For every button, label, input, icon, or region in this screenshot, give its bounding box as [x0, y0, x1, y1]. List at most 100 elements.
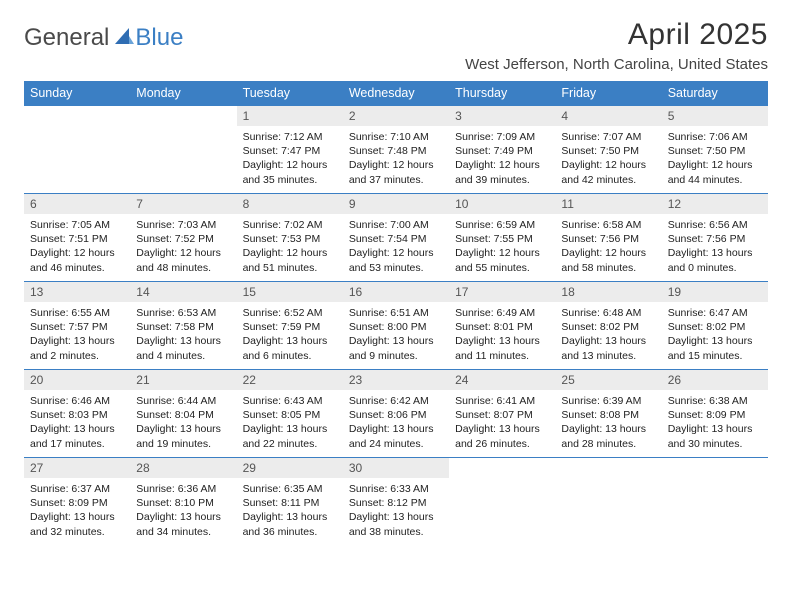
- calendar-body: 1Sunrise: 7:12 AMSunset: 7:47 PMDaylight…: [24, 106, 768, 546]
- sunset-text: Sunset: 7:49 PM: [455, 144, 549, 158]
- day-details: Sunrise: 6:42 AMSunset: 8:06 PMDaylight:…: [343, 390, 449, 457]
- sunrise-text: Sunrise: 6:43 AM: [243, 394, 337, 408]
- sunrise-text: Sunrise: 6:44 AM: [136, 394, 230, 408]
- daylight-text: Daylight: 13 hours and 6 minutes.: [243, 334, 337, 362]
- calendar-cell: 14Sunrise: 6:53 AMSunset: 7:58 PMDayligh…: [130, 282, 236, 370]
- day-details: Sunrise: 7:00 AMSunset: 7:54 PMDaylight:…: [343, 214, 449, 281]
- calendar-cell: 26Sunrise: 6:38 AMSunset: 8:09 PMDayligh…: [662, 370, 768, 458]
- daylight-text: Daylight: 13 hours and 13 minutes.: [561, 334, 655, 362]
- day-details: Sunrise: 6:51 AMSunset: 8:00 PMDaylight:…: [343, 302, 449, 369]
- day-number: 11: [555, 194, 661, 214]
- sunset-text: Sunset: 8:00 PM: [349, 320, 443, 334]
- logo-text-2: Blue: [135, 24, 183, 52]
- sunrise-text: Sunrise: 6:46 AM: [30, 394, 124, 408]
- sunset-text: Sunset: 7:50 PM: [668, 144, 762, 158]
- calendar-week-row: 27Sunrise: 6:37 AMSunset: 8:09 PMDayligh…: [24, 458, 768, 546]
- sunset-text: Sunset: 7:55 PM: [455, 232, 549, 246]
- sunset-text: Sunset: 7:47 PM: [243, 144, 337, 158]
- day-number: 12: [662, 194, 768, 214]
- day-number: 2: [343, 106, 449, 126]
- day-number: 25: [555, 370, 661, 390]
- sunrise-text: Sunrise: 6:38 AM: [668, 394, 762, 408]
- calendar-cell: [24, 106, 130, 194]
- day-number: 7: [130, 194, 236, 214]
- calendar-cell: 3Sunrise: 7:09 AMSunset: 7:49 PMDaylight…: [449, 106, 555, 194]
- sail-icon: [113, 26, 135, 51]
- day-number: 1: [237, 106, 343, 126]
- sunrise-text: Sunrise: 6:52 AM: [243, 306, 337, 320]
- daylight-text: Daylight: 12 hours and 37 minutes.: [349, 158, 443, 186]
- day-number: 27: [24, 458, 130, 478]
- calendar-cell: [555, 458, 661, 546]
- sunrise-text: Sunrise: 7:03 AM: [136, 218, 230, 232]
- daylight-text: Daylight: 12 hours and 53 minutes.: [349, 246, 443, 274]
- sunrise-text: Sunrise: 7:09 AM: [455, 130, 549, 144]
- day-details: Sunrise: 6:53 AMSunset: 7:58 PMDaylight:…: [130, 302, 236, 369]
- calendar-cell: 16Sunrise: 6:51 AMSunset: 8:00 PMDayligh…: [343, 282, 449, 370]
- sunset-text: Sunset: 8:09 PM: [668, 408, 762, 422]
- daylight-text: Daylight: 13 hours and 28 minutes.: [561, 422, 655, 450]
- daylight-text: Daylight: 13 hours and 22 minutes.: [243, 422, 337, 450]
- daylight-text: Daylight: 12 hours and 46 minutes.: [30, 246, 124, 274]
- calendar-cell: 15Sunrise: 6:52 AMSunset: 7:59 PMDayligh…: [237, 282, 343, 370]
- day-number: 18: [555, 282, 661, 302]
- calendar-week-row: 1Sunrise: 7:12 AMSunset: 7:47 PMDaylight…: [24, 106, 768, 194]
- calendar-week-row: 13Sunrise: 6:55 AMSunset: 7:57 PMDayligh…: [24, 282, 768, 370]
- sunset-text: Sunset: 7:54 PM: [349, 232, 443, 246]
- weekday-header: Wednesday: [343, 81, 449, 106]
- sunset-text: Sunset: 8:12 PM: [349, 496, 443, 510]
- sunset-text: Sunset: 7:50 PM: [561, 144, 655, 158]
- day-number: 10: [449, 194, 555, 214]
- sunrise-text: Sunrise: 6:58 AM: [561, 218, 655, 232]
- weekday-header: Friday: [555, 81, 661, 106]
- sunrise-text: Sunrise: 6:33 AM: [349, 482, 443, 496]
- sunset-text: Sunset: 8:02 PM: [668, 320, 762, 334]
- day-details: Sunrise: 6:52 AMSunset: 7:59 PMDaylight:…: [237, 302, 343, 369]
- day-details: Sunrise: 7:05 AMSunset: 7:51 PMDaylight:…: [24, 214, 130, 281]
- day-details: Sunrise: 7:09 AMSunset: 7:49 PMDaylight:…: [449, 126, 555, 193]
- daylight-text: Daylight: 12 hours and 51 minutes.: [243, 246, 337, 274]
- sunrise-text: Sunrise: 6:39 AM: [561, 394, 655, 408]
- calendar-cell: 22Sunrise: 6:43 AMSunset: 8:05 PMDayligh…: [237, 370, 343, 458]
- calendar-cell: 7Sunrise: 7:03 AMSunset: 7:52 PMDaylight…: [130, 194, 236, 282]
- calendar-table: Sunday Monday Tuesday Wednesday Thursday…: [24, 81, 768, 546]
- sunrise-text: Sunrise: 7:02 AM: [243, 218, 337, 232]
- weekday-header: Sunday: [24, 81, 130, 106]
- daylight-text: Daylight: 13 hours and 36 minutes.: [243, 510, 337, 538]
- month-title: April 2025: [465, 18, 768, 52]
- calendar-cell: 20Sunrise: 6:46 AMSunset: 8:03 PMDayligh…: [24, 370, 130, 458]
- day-number: 23: [343, 370, 449, 390]
- day-number: 29: [237, 458, 343, 478]
- daylight-text: Daylight: 13 hours and 19 minutes.: [136, 422, 230, 450]
- sunset-text: Sunset: 8:03 PM: [30, 408, 124, 422]
- calendar-cell: 19Sunrise: 6:47 AMSunset: 8:02 PMDayligh…: [662, 282, 768, 370]
- calendar-cell: 8Sunrise: 7:02 AMSunset: 7:53 PMDaylight…: [237, 194, 343, 282]
- calendar-cell: 6Sunrise: 7:05 AMSunset: 7:51 PMDaylight…: [24, 194, 130, 282]
- day-number: 22: [237, 370, 343, 390]
- daylight-text: Daylight: 12 hours and 55 minutes.: [455, 246, 549, 274]
- day-details: Sunrise: 6:37 AMSunset: 8:09 PMDaylight:…: [24, 478, 130, 545]
- sunset-text: Sunset: 7:52 PM: [136, 232, 230, 246]
- day-details: Sunrise: 7:12 AMSunset: 7:47 PMDaylight:…: [237, 126, 343, 193]
- day-number: 8: [237, 194, 343, 214]
- calendar-cell: 29Sunrise: 6:35 AMSunset: 8:11 PMDayligh…: [237, 458, 343, 546]
- daylight-text: Daylight: 13 hours and 11 minutes.: [455, 334, 549, 362]
- calendar-cell: 23Sunrise: 6:42 AMSunset: 8:06 PMDayligh…: [343, 370, 449, 458]
- day-number: 30: [343, 458, 449, 478]
- sunset-text: Sunset: 8:02 PM: [561, 320, 655, 334]
- location-text: West Jefferson, North Carolina, United S…: [465, 56, 768, 73]
- sunrise-text: Sunrise: 6:55 AM: [30, 306, 124, 320]
- sunset-text: Sunset: 7:56 PM: [561, 232, 655, 246]
- calendar-cell: 1Sunrise: 7:12 AMSunset: 7:47 PMDaylight…: [237, 106, 343, 194]
- day-details: Sunrise: 6:59 AMSunset: 7:55 PMDaylight:…: [449, 214, 555, 281]
- daylight-text: Daylight: 13 hours and 24 minutes.: [349, 422, 443, 450]
- day-details: Sunrise: 6:39 AMSunset: 8:08 PMDaylight:…: [555, 390, 661, 457]
- day-number: 15: [237, 282, 343, 302]
- day-details: Sunrise: 6:43 AMSunset: 8:05 PMDaylight:…: [237, 390, 343, 457]
- sunrise-text: Sunrise: 7:00 AM: [349, 218, 443, 232]
- daylight-text: Daylight: 13 hours and 38 minutes.: [349, 510, 443, 538]
- page: General Blue April 2025 West Jefferson, …: [0, 0, 792, 546]
- sunrise-text: Sunrise: 6:53 AM: [136, 306, 230, 320]
- day-number: 28: [130, 458, 236, 478]
- sunrise-text: Sunrise: 6:47 AM: [668, 306, 762, 320]
